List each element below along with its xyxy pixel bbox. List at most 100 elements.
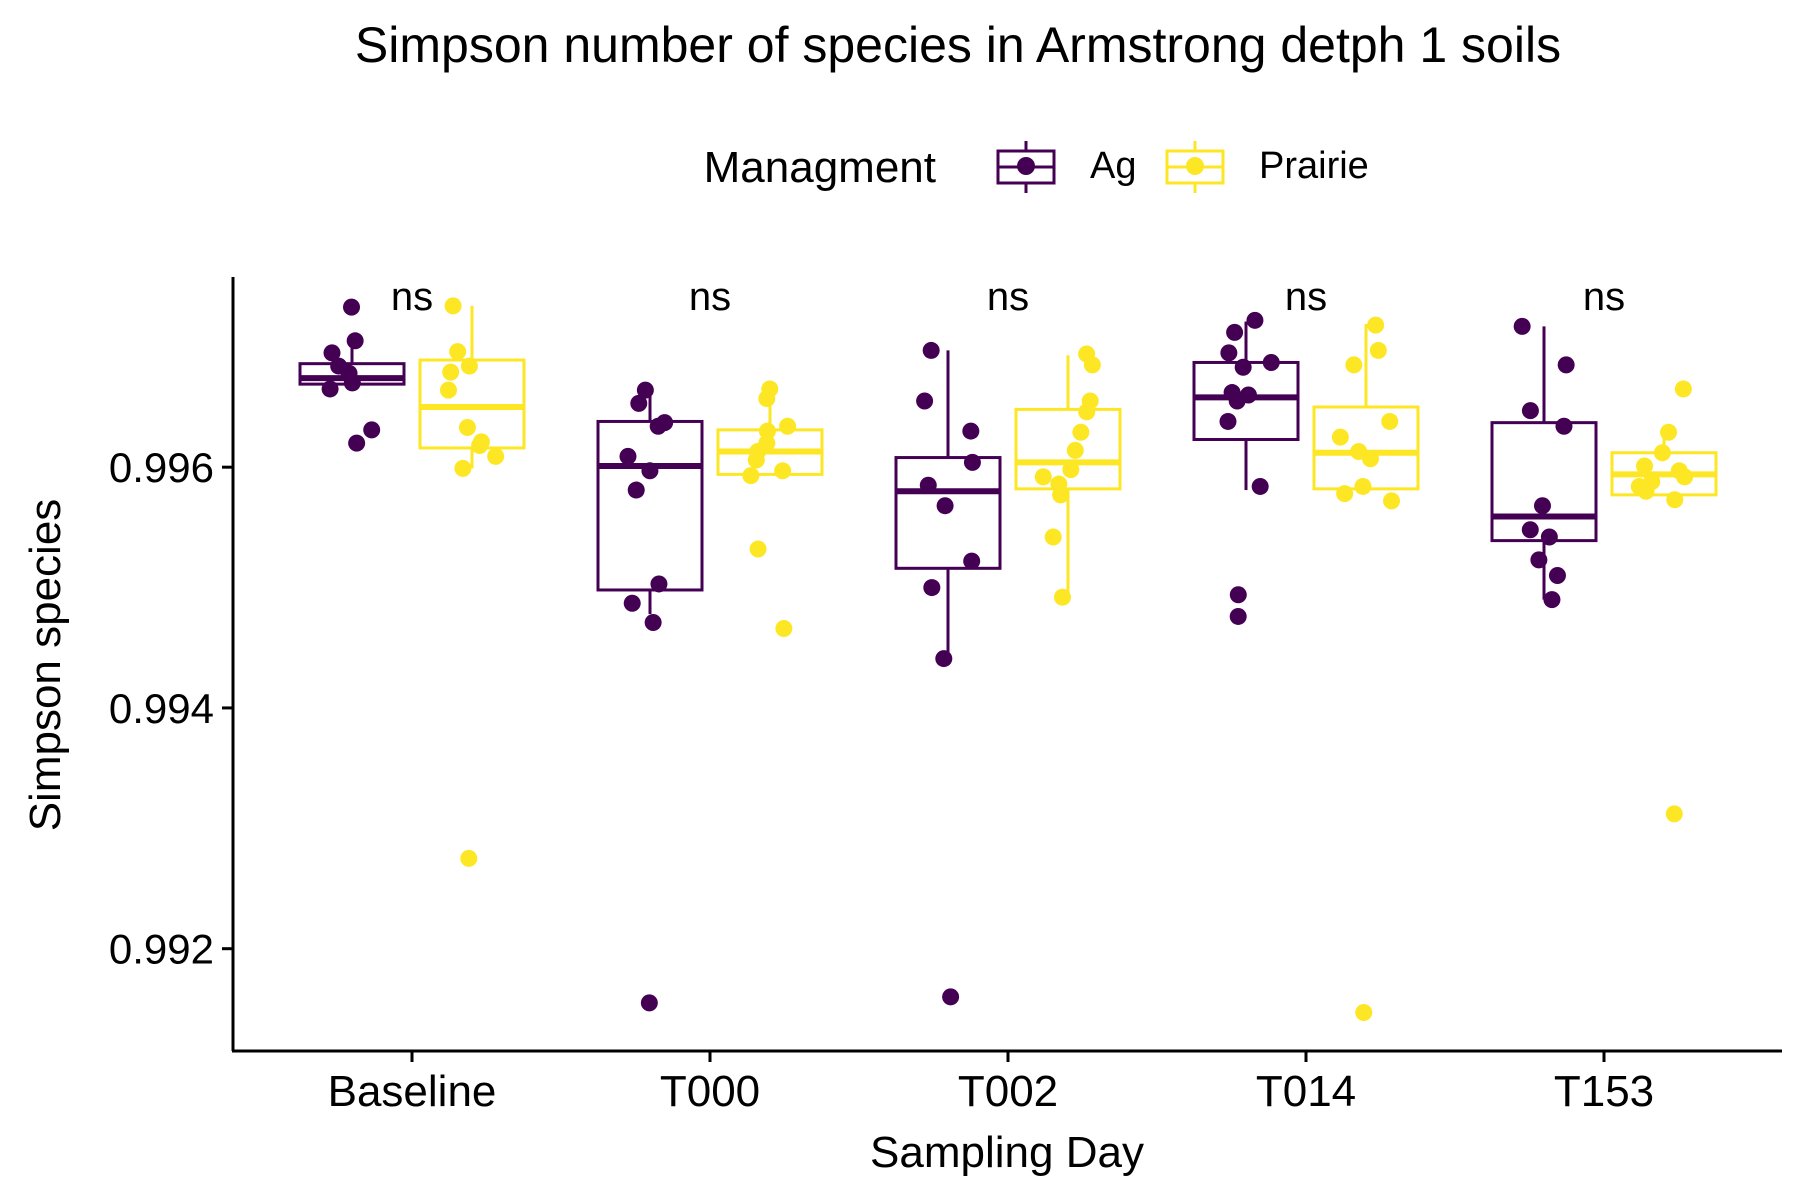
data-point (619, 447, 637, 465)
x-tick-label: T014 (1256, 1067, 1356, 1116)
data-point (460, 357, 478, 375)
data-point (962, 422, 980, 440)
data-point (1513, 317, 1531, 335)
data-point (923, 579, 941, 597)
data-point (1226, 323, 1244, 341)
legend-label: Prairie (1259, 145, 1369, 187)
data-point (936, 497, 954, 515)
data-point (919, 476, 937, 494)
data-point (1345, 356, 1363, 374)
data-point (922, 341, 940, 359)
data-point (1674, 380, 1692, 398)
data-point (1557, 356, 1575, 374)
legend-label: Ag (1090, 145, 1136, 187)
data-point (321, 380, 339, 398)
data-point (343, 298, 361, 316)
significance-label: ns (1583, 275, 1625, 319)
data-point (641, 462, 659, 480)
box-ag-t153 (1490, 326, 1598, 600)
data-point (346, 332, 364, 350)
data-point (1062, 461, 1080, 479)
significance-label: ns (391, 275, 433, 319)
legend-key-point (1017, 157, 1035, 175)
data-point (1251, 477, 1269, 495)
data-point (742, 467, 760, 485)
data-point (630, 394, 648, 412)
data-point (963, 552, 981, 570)
significance-label: ns (689, 275, 731, 319)
data-point (1540, 528, 1558, 546)
data-point (454, 459, 472, 477)
data-point (1034, 468, 1052, 486)
data-point (1530, 551, 1548, 569)
data-point (1361, 450, 1379, 468)
y-axis-title: Simpson species (21, 499, 70, 832)
data-point (1636, 457, 1654, 475)
data-point (1521, 521, 1539, 539)
data-point (1637, 482, 1655, 500)
y-tick-label: 0.994 (109, 685, 214, 732)
x-axis-ticks: Baseline T000 T002 T014 T153 (328, 1051, 1654, 1116)
x-axis-title: Sampling Day (870, 1128, 1144, 1177)
legend-item-ag: Ag (996, 141, 1136, 193)
data-point (363, 421, 381, 439)
data-point (1066, 441, 1084, 459)
data-point (758, 422, 776, 440)
data-point (650, 575, 668, 593)
x-tick-label: T000 (660, 1067, 760, 1116)
data-point (1219, 412, 1237, 430)
data-point (1078, 403, 1096, 421)
data-point (747, 451, 765, 469)
y-axis-ticks: 0.992 0.994 0.996 (109, 444, 233, 973)
significance-label: ns (1285, 275, 1327, 319)
data-point (442, 363, 460, 381)
data-point (1543, 591, 1561, 609)
data-point (1228, 392, 1246, 410)
data-point (1666, 491, 1684, 509)
data-point (449, 343, 467, 361)
data-point (916, 392, 934, 410)
data-point (343, 374, 361, 392)
data-point (1676, 468, 1694, 486)
box-iqr (1312, 405, 1420, 491)
data-point (1053, 588, 1071, 606)
data-point (1369, 341, 1387, 359)
y-tick-label: 0.992 (109, 926, 214, 973)
x-tick-label: T153 (1554, 1067, 1654, 1116)
data-point (1381, 412, 1399, 430)
data-point (1555, 417, 1573, 435)
data-point (775, 619, 793, 637)
data-point (1548, 567, 1566, 585)
data-point (1660, 423, 1678, 441)
data-point (649, 417, 667, 435)
data-point (935, 650, 953, 668)
data-point (1234, 358, 1252, 376)
data-point (758, 390, 776, 408)
data-point (348, 434, 366, 452)
x-tick-label: T002 (958, 1067, 1058, 1116)
data-point (458, 418, 476, 436)
data-point (963, 453, 981, 471)
data-point (1331, 428, 1349, 446)
data-point (644, 613, 662, 631)
data-point (749, 540, 767, 558)
data-point (439, 381, 457, 399)
data-point (774, 462, 792, 480)
data-point (627, 481, 645, 499)
legend-title: Managment (704, 143, 936, 192)
data-point (323, 344, 341, 362)
data-point (1229, 586, 1247, 604)
data-point (779, 417, 797, 435)
data-point (1052, 486, 1070, 504)
data-point (640, 994, 658, 1012)
plot-area: ns ns ns ns ns (298, 275, 1718, 1021)
data-point (1354, 477, 1372, 495)
data-point (1220, 344, 1238, 362)
data-point (1072, 423, 1090, 441)
box-iqr (596, 419, 704, 592)
box-iqr (1490, 421, 1598, 543)
data-point (636, 381, 654, 399)
data-point (487, 447, 505, 465)
